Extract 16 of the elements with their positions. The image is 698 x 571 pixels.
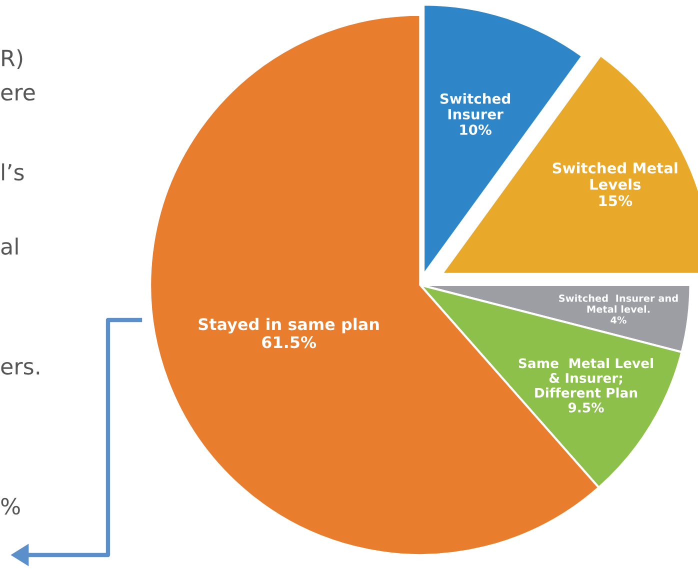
slice-label: Switched Metal Levels — [552, 162, 678, 190]
text: al — [1, 238, 18, 255]
data-label: 10% — [460, 124, 492, 135]
data-label: 15% — [599, 195, 632, 206]
slice-label: Switched Insurer — [440, 93, 510, 120]
slice-label: Stayed in same plan — [198, 318, 379, 334]
slice-label: Same Metal Level & Insurer; Different Plan — [518, 358, 653, 398]
text: % — [1, 498, 20, 515]
text: ere — [1, 88, 35, 101]
text: R) — [2, 49, 22, 70]
data-label: 61.5% — [262, 336, 316, 348]
text: l’s — [2, 163, 24, 181]
data-label: 4% — [610, 316, 626, 324]
slice-label: Switched Insurer and Metal level. — [559, 294, 678, 313]
text: ers. — [1, 362, 40, 375]
data-label: 9.5% — [568, 402, 604, 413]
